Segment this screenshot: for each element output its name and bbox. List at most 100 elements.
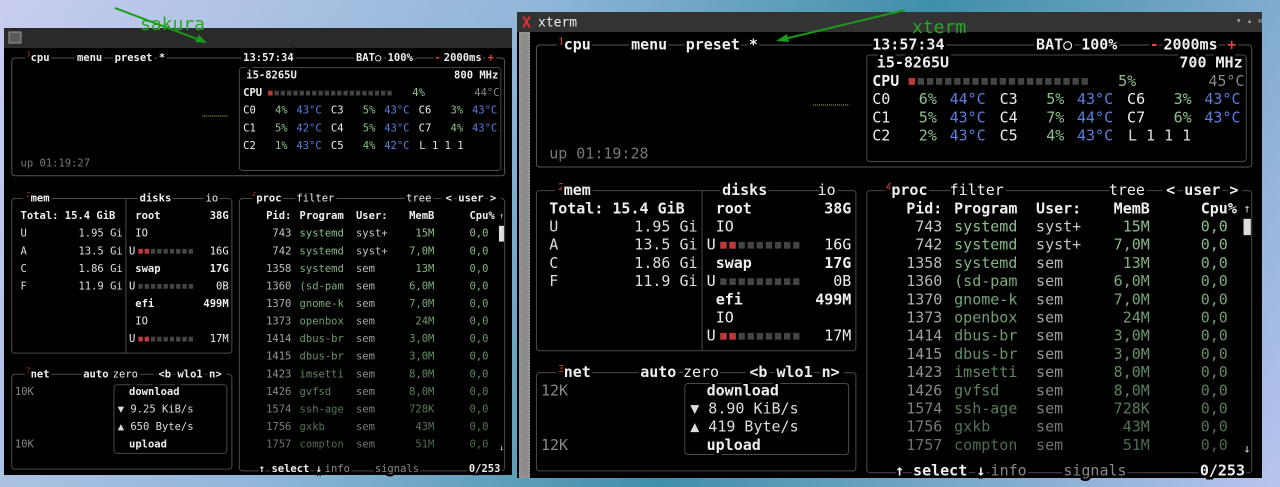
process-cell[interactable]: 0,0 bbox=[469, 421, 488, 433]
process-cell[interactable]: sem bbox=[1036, 436, 1063, 454]
info-button[interactable]: info bbox=[988, 459, 1029, 482]
process-cell[interactable]: 8,0M bbox=[409, 386, 434, 398]
sort-selector[interactable]: < user > bbox=[443, 190, 499, 207]
preset-button[interactable]: preset * bbox=[683, 33, 760, 56]
process-cell[interactable]: 0,0 bbox=[1201, 363, 1228, 381]
process-cell[interactable]: 0,0 bbox=[469, 351, 488, 363]
process-cell[interactable]: gxkb bbox=[954, 418, 990, 436]
process-cell[interactable]: 3,0M bbox=[1114, 327, 1150, 345]
process-cell[interactable]: dbus-br bbox=[300, 333, 344, 345]
preset-button[interactable]: preset * bbox=[112, 50, 168, 67]
process-cell[interactable]: openbox bbox=[300, 316, 344, 328]
process-cell[interactable]: 13M bbox=[415, 263, 434, 275]
process-cell[interactable]: 51M bbox=[415, 439, 434, 451]
process-cell[interactable]: 24M bbox=[1123, 309, 1150, 327]
process-cell[interactable]: 7,0M bbox=[409, 298, 434, 310]
process-cell[interactable]: dbus-br bbox=[954, 327, 1017, 345]
process-cell[interactable]: 0,0 bbox=[1201, 327, 1228, 345]
process-cell[interactable]: sem bbox=[356, 316, 375, 328]
process-cell[interactable]: 1426 bbox=[266, 386, 291, 398]
process-cell[interactable]: 7,0M bbox=[1114, 290, 1150, 308]
process-cell[interactable]: 0,0 bbox=[1201, 236, 1228, 254]
process-cell[interactable]: sem bbox=[1036, 381, 1063, 399]
process-cell[interactable]: 743 bbox=[272, 228, 291, 240]
process-cell[interactable]: 742 bbox=[915, 236, 942, 254]
process-cell[interactable]: (sd-pam bbox=[300, 280, 344, 292]
process-cell[interactable]: sem bbox=[1036, 363, 1063, 381]
process-cell[interactable]: gvfsd bbox=[954, 381, 999, 399]
process-cell[interactable]: 0,0 bbox=[1201, 309, 1228, 327]
process-cell[interactable]: 15M bbox=[1123, 218, 1150, 236]
process-cell[interactable]: 8,0M bbox=[409, 368, 434, 380]
interface[interactable]: <b wlo1 n> bbox=[747, 361, 842, 384]
process-cell[interactable]: 1370 bbox=[906, 290, 942, 308]
process-cell[interactable]: 0,0 bbox=[469, 316, 488, 328]
process-cell[interactable]: 3,0M bbox=[1114, 345, 1150, 363]
process-cell[interactable]: 0,0 bbox=[1201, 345, 1228, 363]
menu-button[interactable]: menu bbox=[629, 33, 670, 56]
process-cell[interactable]: 0,0 bbox=[469, 368, 488, 380]
process-cell[interactable]: sem bbox=[1036, 254, 1063, 272]
process-cell[interactable]: sem bbox=[356, 263, 375, 275]
auto-toggle[interactable]: auto bbox=[638, 361, 679, 384]
process-cell[interactable]: 0,0 bbox=[1201, 218, 1228, 236]
process-cell[interactable]: sem bbox=[356, 351, 375, 363]
xterm-scrollbar[interactable] bbox=[519, 32, 530, 478]
process-cell[interactable]: systemd bbox=[300, 263, 344, 275]
process-cell[interactable]: gnome-k bbox=[300, 298, 345, 310]
process-cell[interactable]: sem bbox=[1036, 272, 1063, 290]
process-cell[interactable]: dbus-br bbox=[954, 345, 1017, 363]
process-cell[interactable]: 1415 bbox=[266, 351, 291, 363]
filter-button[interactable]: filter bbox=[947, 179, 1006, 202]
process-cell[interactable]: 0,0 bbox=[1201, 254, 1228, 272]
window-buttons[interactable]: ▾ ▴ ✕ bbox=[1236, 17, 1263, 27]
process-cell[interactable]: imsetti bbox=[300, 368, 344, 380]
process-cell[interactable]: compton bbox=[954, 436, 1017, 454]
process-cell[interactable]: 6,0M bbox=[409, 280, 434, 292]
process-cell[interactable]: sem bbox=[1036, 400, 1063, 418]
process-cell[interactable]: sem bbox=[356, 386, 375, 398]
process-cell[interactable]: 1415 bbox=[906, 345, 942, 363]
process-cell[interactable]: 0,0 bbox=[1201, 418, 1228, 436]
process-cell[interactable]: 743 bbox=[915, 218, 942, 236]
process-cell[interactable]: 7,0M bbox=[1114, 236, 1150, 254]
process-cell[interactable]: ssh-age bbox=[954, 400, 1017, 418]
process-cell[interactable]: 0,0 bbox=[469, 403, 488, 415]
process-cell[interactable]: 0,0 bbox=[469, 263, 488, 275]
process-cell[interactable]: compton bbox=[300, 439, 344, 451]
process-cell[interactable]: 1358 bbox=[906, 254, 942, 272]
process-cell[interactable]: 0,0 bbox=[469, 245, 488, 257]
signals-button[interactable]: signals bbox=[1061, 459, 1129, 482]
filter-button[interactable]: filter bbox=[294, 190, 337, 207]
process-cell[interactable]: 1423 bbox=[906, 363, 942, 381]
process-cell[interactable]: 13M bbox=[1123, 254, 1150, 272]
process-cell[interactable]: sem bbox=[1036, 309, 1063, 327]
process-cell[interactable]: 0,0 bbox=[1201, 400, 1228, 418]
process-cell[interactable]: 0,0 bbox=[469, 228, 488, 240]
interval-minus[interactable]: - bbox=[1147, 33, 1161, 56]
process-cell[interactable]: gvfsd bbox=[300, 386, 332, 398]
process-cell[interactable]: ssh-age bbox=[300, 403, 344, 415]
process-cell[interactable]: 1574 bbox=[266, 403, 291, 415]
process-cell[interactable]: 15M bbox=[415, 228, 434, 240]
process-cell[interactable]: 1414 bbox=[906, 327, 942, 345]
process-cell[interactable]: 742 bbox=[272, 245, 291, 257]
process-cell[interactable]: imsetti bbox=[954, 363, 1017, 381]
process-cell[interactable]: 1426 bbox=[906, 381, 942, 399]
process-cell[interactable]: 1756 bbox=[266, 421, 291, 433]
process-cell[interactable]: 0,0 bbox=[1201, 436, 1228, 454]
process-cell[interactable]: 3,0M bbox=[409, 333, 434, 345]
process-cell[interactable]: 0,0 bbox=[469, 439, 488, 451]
io-toggle[interactable]: io bbox=[203, 190, 221, 207]
zero-toggle[interactable]: zero bbox=[110, 366, 140, 383]
interface[interactable]: <b wlo1 n> bbox=[156, 366, 224, 383]
process-cell[interactable]: gnome-k bbox=[954, 290, 1017, 308]
auto-toggle[interactable]: auto bbox=[81, 366, 111, 383]
process-cell[interactable]: 1360 bbox=[266, 280, 291, 292]
tree-toggle[interactable]: tree bbox=[404, 190, 434, 207]
process-cell[interactable]: sem bbox=[356, 421, 375, 433]
process-cell[interactable]: 1423 bbox=[266, 368, 291, 380]
process-cell[interactable]: 1370 bbox=[266, 298, 291, 310]
zero-toggle[interactable]: zero bbox=[680, 361, 721, 384]
interval-plus[interactable]: + bbox=[485, 50, 496, 67]
